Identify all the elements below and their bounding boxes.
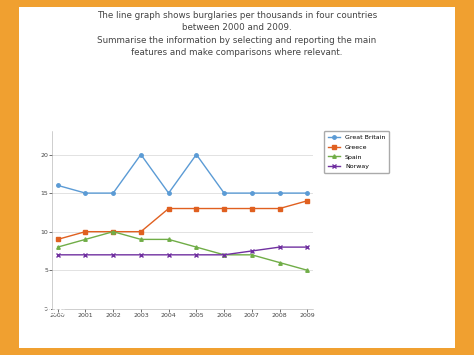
Greece: [249, 206, 255, 211]
Great Britain: [249, 191, 255, 195]
Spain: [249, 253, 255, 257]
Spain: [166, 237, 172, 241]
Great Britain: [55, 183, 61, 187]
Norway: [249, 249, 255, 253]
Spain: [55, 245, 61, 249]
Great Britain: [166, 191, 172, 195]
Greece: [193, 206, 199, 211]
Norway: [304, 245, 310, 249]
Great Britain: [138, 152, 144, 157]
Great Britain: [193, 152, 199, 157]
Spain: [193, 245, 199, 249]
Legend: Great Britain, Greece, Spain, Norway: Great Britain, Greece, Spain, Norway: [324, 131, 389, 173]
Greece: [221, 206, 227, 211]
Greece: [110, 230, 116, 234]
Great Britain: [221, 191, 227, 195]
Greece: [277, 206, 283, 211]
Greece: [55, 237, 61, 241]
Text: IELTS: IELTS: [39, 308, 65, 317]
Great Britain: [82, 191, 88, 195]
Norway: [110, 253, 116, 257]
Norway: [138, 253, 144, 257]
Spain: [82, 237, 88, 241]
Norway: [166, 253, 172, 257]
Great Britain: [277, 191, 283, 195]
Text: The line graph shows burglaries per thousands in four countries
between 2000 and: The line graph shows burglaries per thou…: [97, 11, 377, 57]
Spain: [110, 230, 116, 234]
Spain: [304, 268, 310, 272]
Greece: [82, 230, 88, 234]
Norway: [277, 245, 283, 249]
Norway: [221, 253, 227, 257]
Great Britain: [304, 191, 310, 195]
Great Britain: [110, 191, 116, 195]
Spain: [277, 261, 283, 265]
Spain: [221, 253, 227, 257]
Line: Great Britain: Great Britain: [56, 153, 309, 195]
Line: Spain: Spain: [56, 230, 309, 272]
Greece: [166, 206, 172, 211]
Greece: [304, 199, 310, 203]
Spain: [138, 237, 144, 241]
Norway: [55, 253, 61, 257]
Text: ACHIEVE: ACHIEVE: [40, 326, 64, 331]
Greece: [138, 230, 144, 234]
Line: Greece: Greece: [56, 199, 309, 241]
Norway: [193, 253, 199, 257]
Line: Norway: Norway: [56, 245, 309, 257]
Norway: [82, 253, 88, 257]
